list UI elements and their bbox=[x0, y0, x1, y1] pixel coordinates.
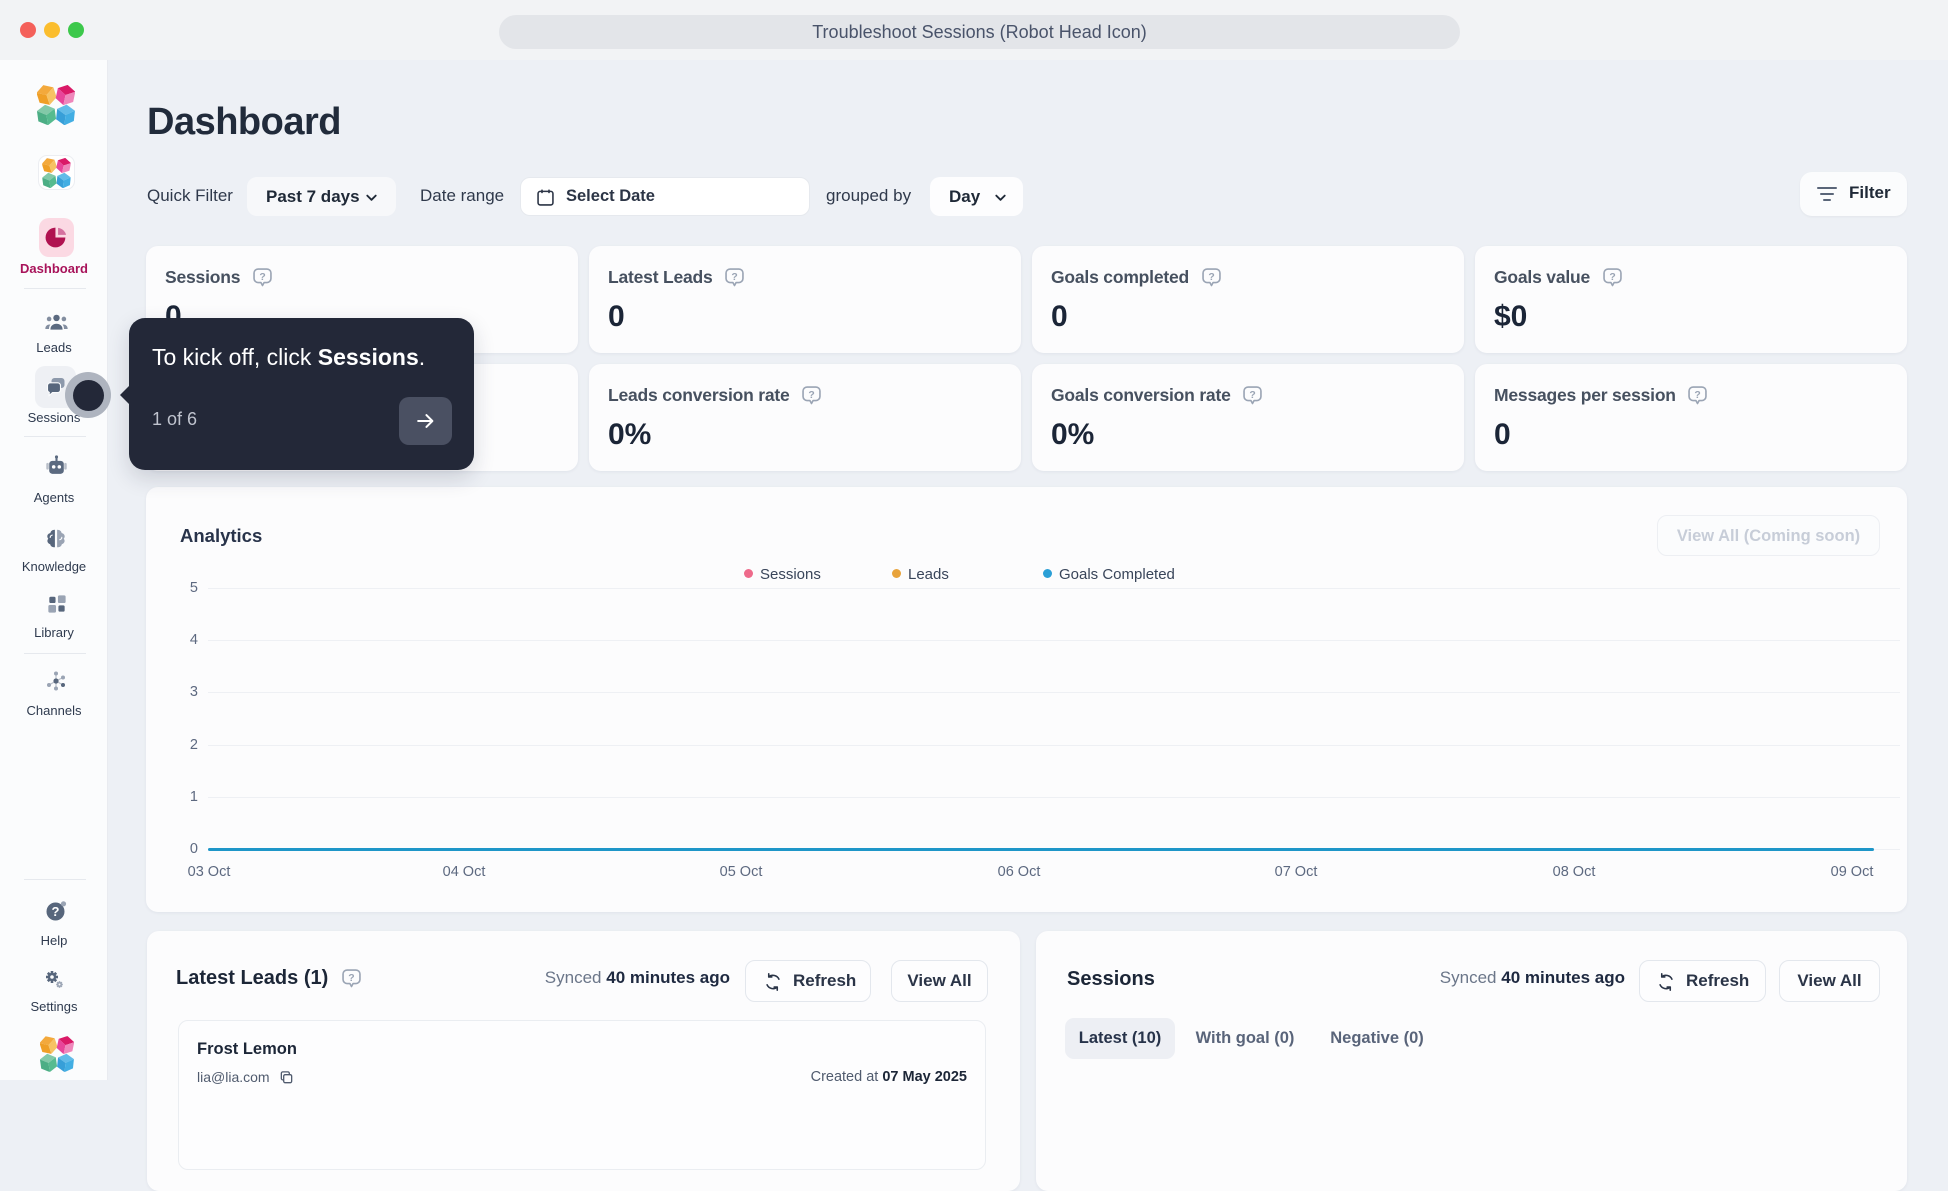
svg-text:?: ? bbox=[52, 904, 60, 919]
